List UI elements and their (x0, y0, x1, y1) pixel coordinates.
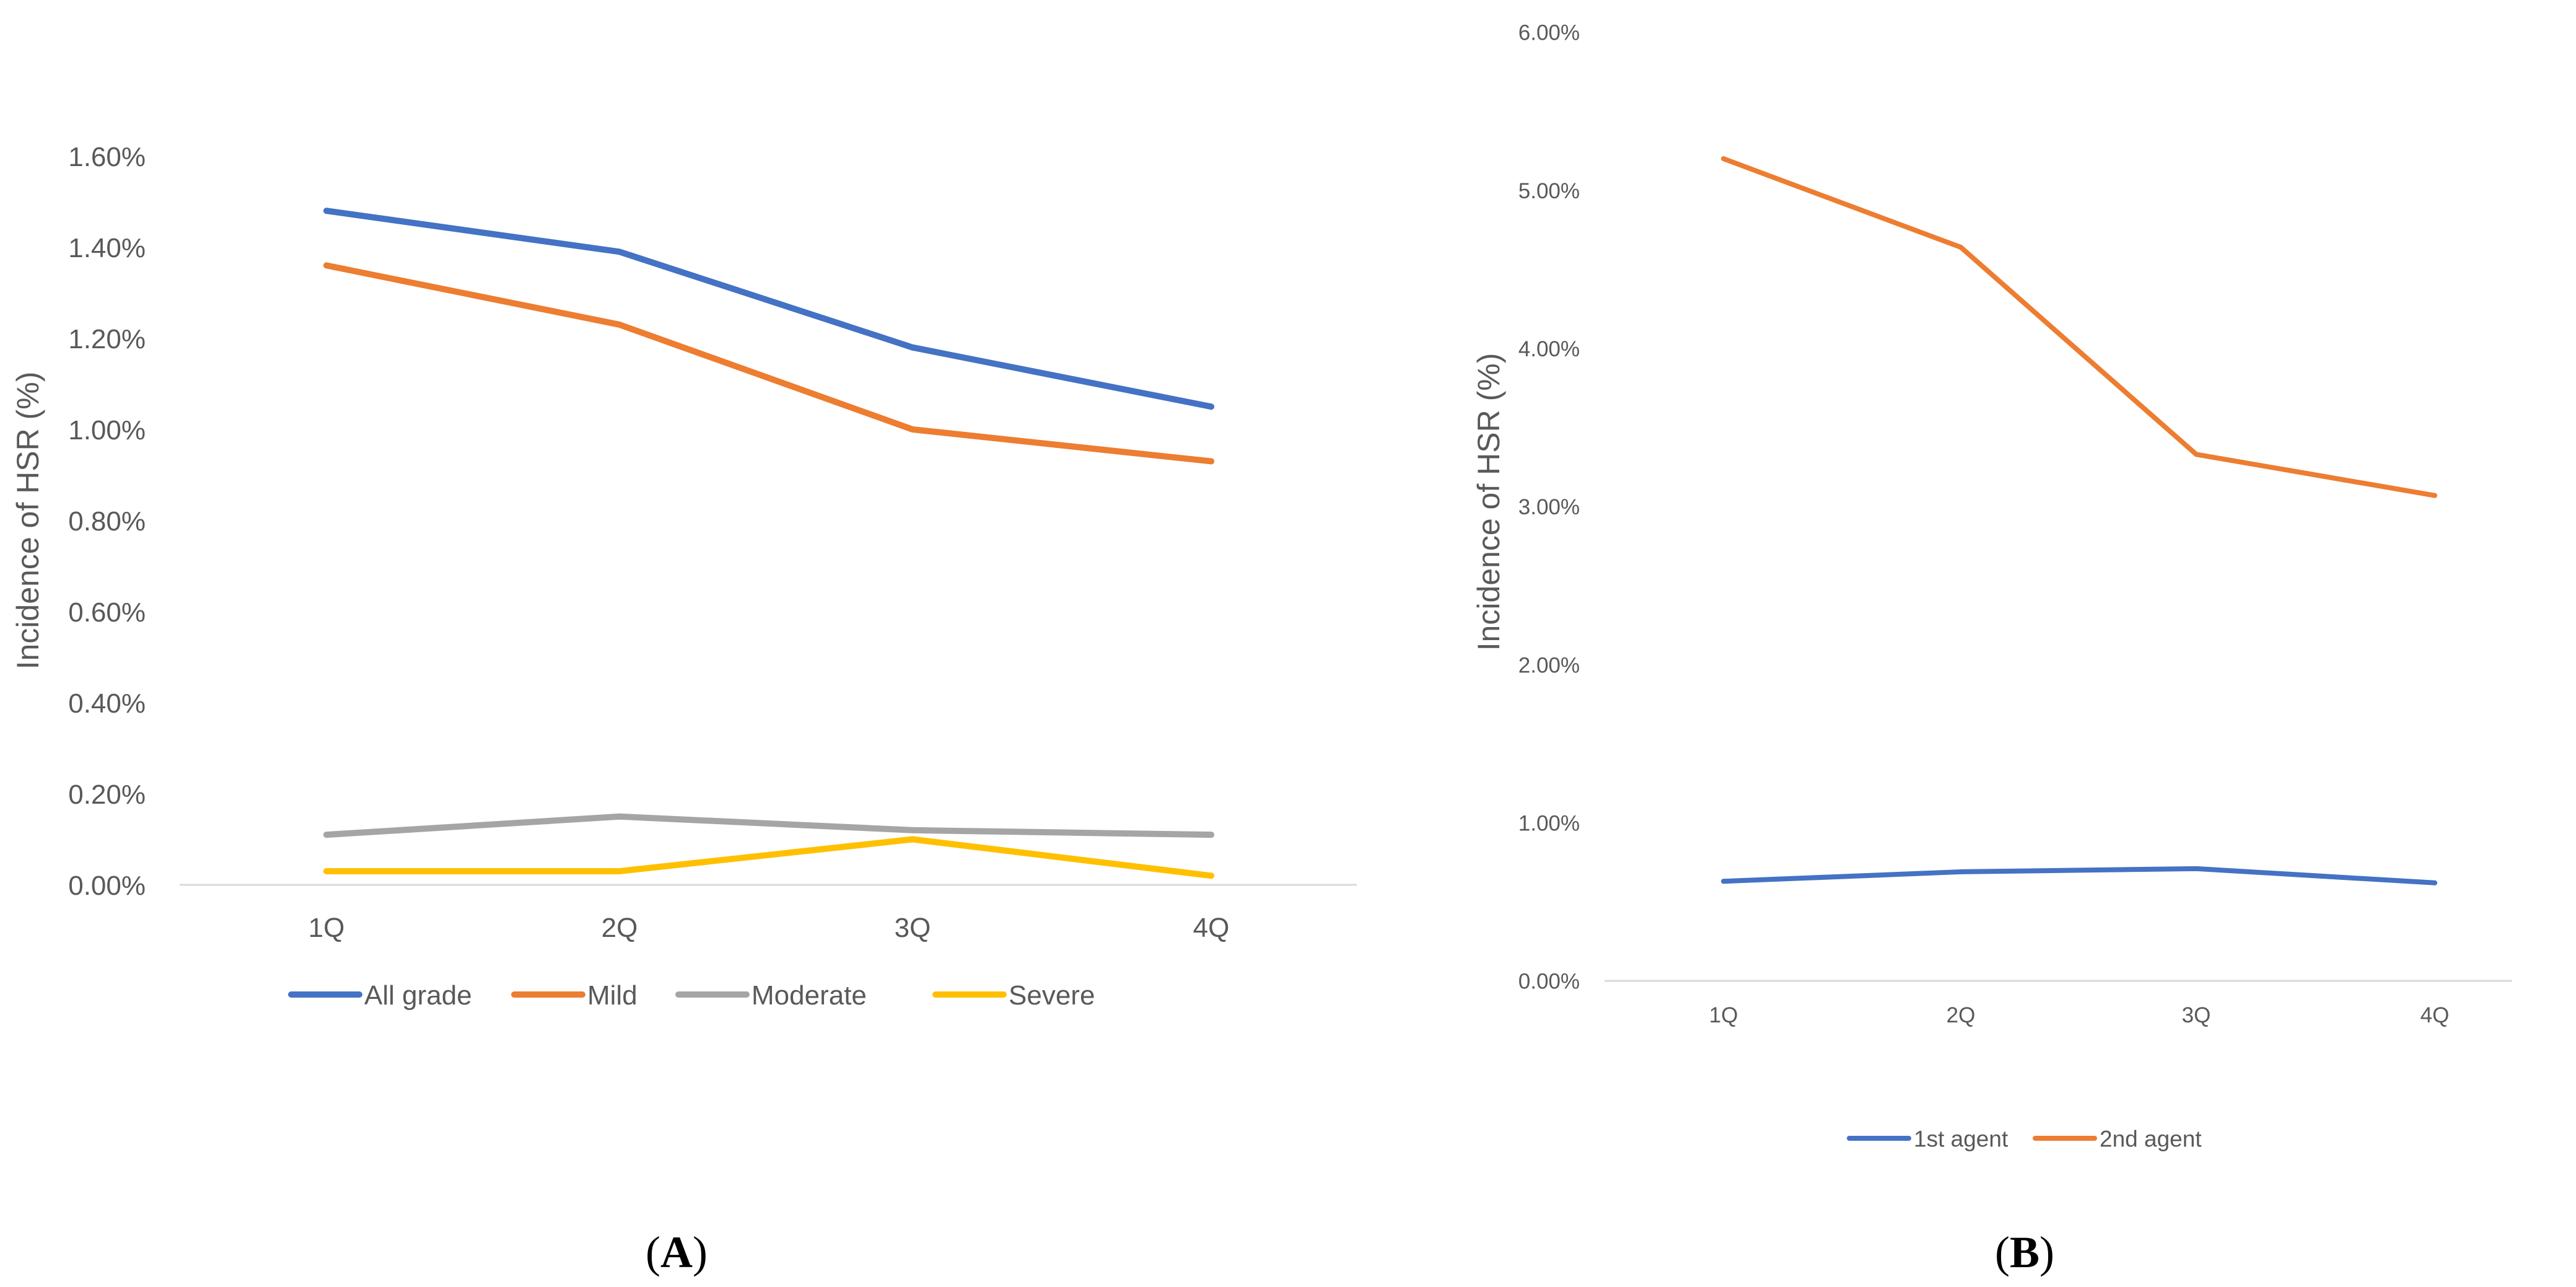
y-tick-label: 1.00% (68, 415, 146, 446)
series-line-all-grade (323, 208, 1214, 410)
y-tick-label: 0.80% (68, 506, 146, 537)
chart-panel-a: 0.00% 0.20% 0.40% 0.60% 0.80% 1.00% 1.20% 1.40%… (11, 142, 1357, 1277)
x-tick-label: 1Q (309, 913, 345, 943)
y-tick-label: 0.00% (1518, 970, 1580, 994)
data-point-moderate (1208, 832, 1214, 838)
y-tick-label: 1.00% (1518, 811, 1580, 835)
data-point-severe (1208, 872, 1214, 879)
y-tick-label: 2.00% (1518, 653, 1580, 677)
data-point-2nd-agent (2432, 493, 2437, 498)
y-tick-label: 0.60% (68, 597, 146, 628)
chart-panel-b: 0.00% 1.00% 2.00% 3.00% 4.00% 5.00% 6.00% 1Q 2Q 3… (1471, 21, 2512, 1277)
data-point-all-grade (909, 344, 916, 351)
y-axis-title: Incidence of HSR (%) (11, 372, 45, 670)
legend-label-1st-agent: 1st agent (1914, 1126, 2009, 1151)
data-point-1st-agent (2432, 880, 2437, 885)
series-line-moderate (323, 813, 1214, 838)
series-line-severe (323, 836, 1214, 879)
data-point-all-grade (616, 248, 623, 255)
y-tick-label: 6.00% (1518, 21, 1580, 45)
x-tick-label: 4Q (2420, 1003, 2450, 1027)
legend-label-mild: Mild (587, 980, 637, 1011)
y-tick-label: 4.00% (1518, 337, 1580, 361)
y-axis-title: Incidence of HSR (%) (1471, 353, 1506, 651)
x-tick-label: 2Q (602, 913, 638, 943)
y-tick-label: 3.00% (1518, 495, 1580, 519)
y-tick-label: 1.60% (68, 142, 146, 172)
legend-label-moderate: Moderate (751, 980, 867, 1011)
data-point-mild (616, 321, 623, 328)
series-line-mild (323, 262, 1214, 465)
data-point-2nd-agent (1958, 245, 1963, 250)
data-point-all-grade (1208, 403, 1214, 410)
data-point-mild (1208, 458, 1214, 465)
y-tick-label: 1.40% (68, 233, 146, 263)
data-point-moderate (909, 827, 916, 833)
y-tick-label: 5.00% (1518, 179, 1580, 203)
y-tick-label: 0.00% (68, 871, 146, 901)
y-tick-label: 1.20% (68, 324, 146, 354)
legend-label-all-grade: All grade (364, 980, 472, 1011)
data-point-mild (909, 426, 916, 433)
data-point-severe (616, 868, 623, 874)
data-point-severe (323, 868, 330, 874)
y-tick-label: 0.40% (68, 688, 146, 719)
data-point-1st-agent (1958, 869, 1963, 874)
legend-label-severe: Severe (1009, 980, 1095, 1011)
x-tick-label: 2Q (1947, 1003, 1976, 1027)
y-tick-label: 0.20% (68, 780, 146, 810)
data-point-mild (323, 262, 330, 269)
x-tick-label: 4Q (1193, 913, 1230, 943)
panel-label: (B) (1995, 1228, 2054, 1277)
series-line-1st-agent (1721, 866, 2437, 885)
data-point-1st-agent (1721, 879, 1726, 884)
data-point-2nd-agent (2194, 452, 2199, 457)
data-point-1st-agent (2194, 866, 2199, 871)
x-tick-label: 3Q (895, 913, 931, 943)
x-tick-label: 3Q (2182, 1003, 2211, 1027)
data-point-all-grade (323, 208, 330, 214)
legend-label-2nd-agent: 2nd agent (2100, 1126, 2202, 1151)
data-point-2nd-agent (1721, 156, 1726, 162)
x-tick-label: 1Q (1709, 1003, 1738, 1027)
series-line-2nd-agent (1721, 156, 2437, 498)
panel-label: (A) (646, 1228, 708, 1277)
data-point-moderate (616, 813, 623, 820)
data-point-moderate (323, 832, 330, 838)
data-point-severe (909, 836, 916, 843)
